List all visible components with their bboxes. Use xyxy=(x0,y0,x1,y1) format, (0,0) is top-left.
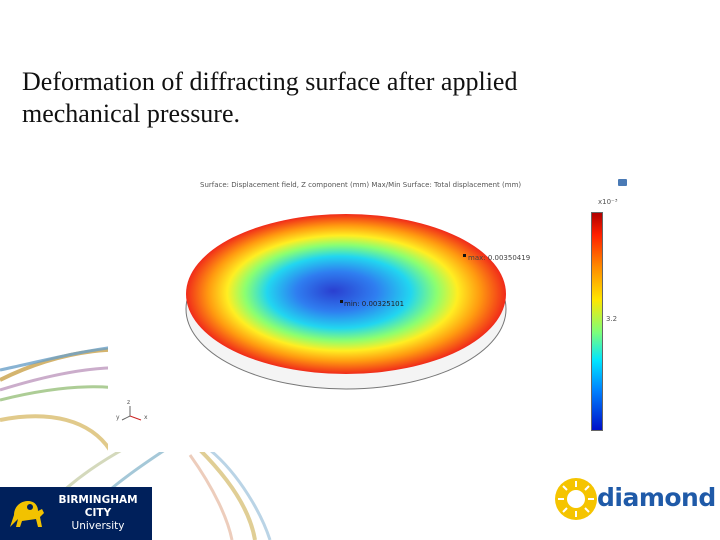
axis-y-label: y xyxy=(116,414,120,421)
bcu-line1: BIRMINGHAM xyxy=(58,494,138,506)
bcu-line2: CITY xyxy=(84,507,112,519)
min-label: min: 0.00325101 xyxy=(344,300,404,308)
axis-z-label: z xyxy=(127,399,130,406)
lion-crest-icon xyxy=(10,501,44,527)
plot-caption: Surface: Displacement field, Z component… xyxy=(200,181,522,189)
max-label: max: 0.00350419 xyxy=(468,254,530,262)
colorbar-exponent: x10⁻³ xyxy=(598,198,618,206)
colorbar-tick: 3.2 xyxy=(606,315,618,323)
max-marker xyxy=(463,254,466,257)
disk-surface xyxy=(186,214,506,374)
bcu-line3: University xyxy=(71,520,125,532)
slide-title: Deformation of diffracting surface after… xyxy=(22,67,518,128)
axis-x-label: x xyxy=(144,414,148,421)
axis-y xyxy=(121,415,131,421)
min-marker xyxy=(340,300,343,303)
colorbar xyxy=(591,212,603,431)
bcu-wordmark: BIRMINGHAM CITY University xyxy=(52,494,144,533)
axis-x xyxy=(129,415,142,421)
bcu-logo: BIRMINGHAM CITY University xyxy=(0,487,152,540)
deformation-plot: max: 0.00350419 min: 0.00325101 z y x xyxy=(116,214,530,421)
export-icon[interactable] xyxy=(618,179,627,186)
diamond-wordmark: diamond xyxy=(597,483,716,512)
diamond-logo-icon xyxy=(555,478,597,520)
